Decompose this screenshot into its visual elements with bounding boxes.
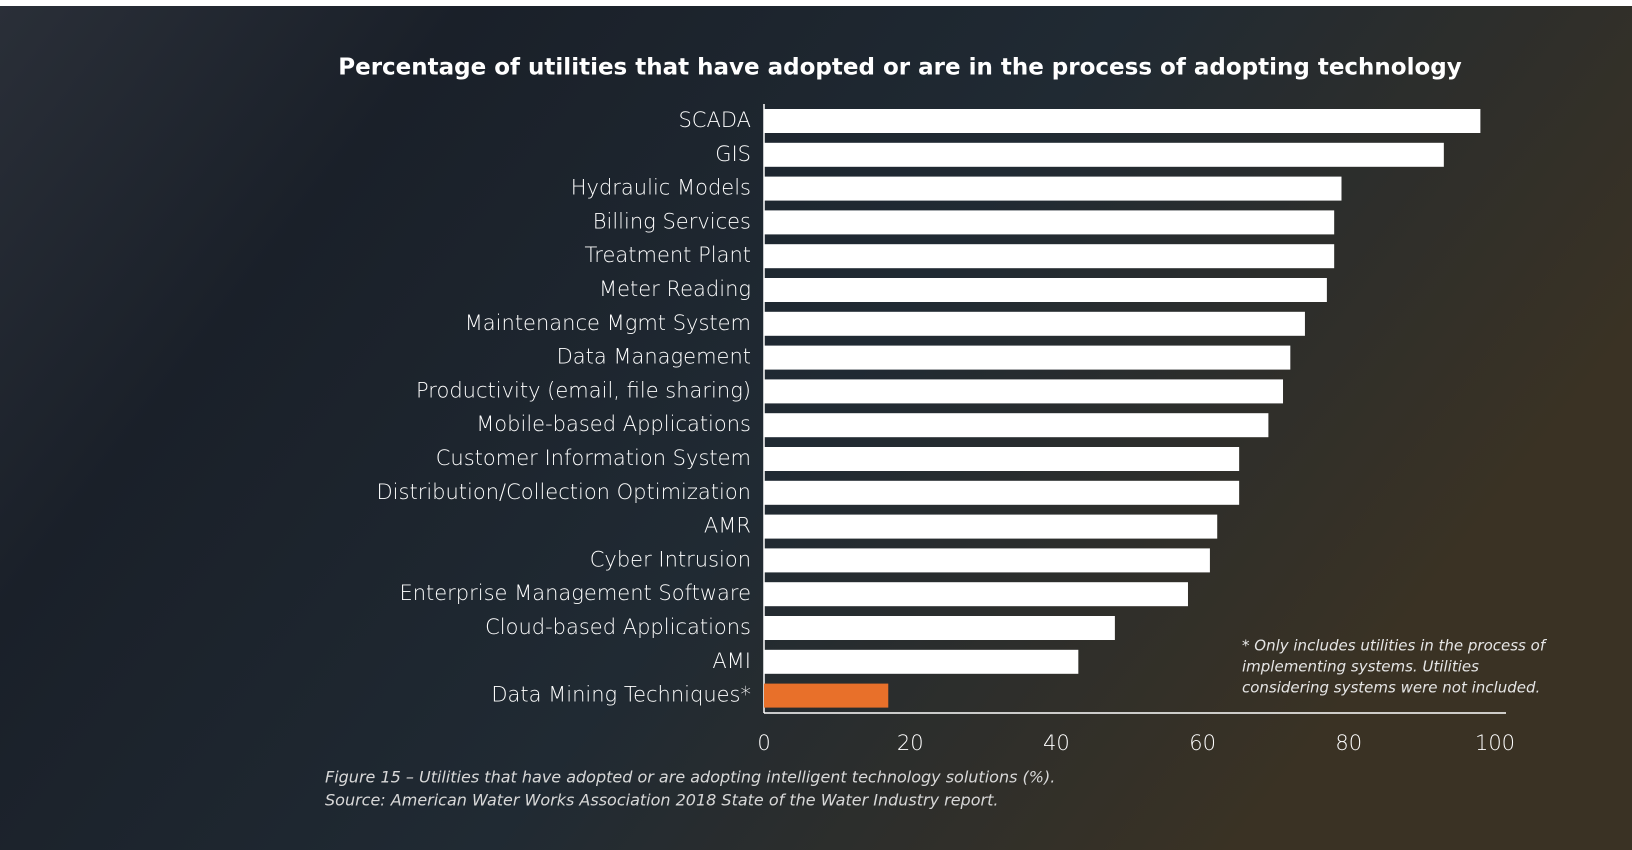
footnote: * Only includes utilities in the process… [1242,637,1548,655]
y-tick-label: Treatment Plant [585,243,751,267]
y-tick-label: Enterprise Management Software [399,581,751,605]
x-tick-label: 40 [1043,731,1070,755]
y-tick-label: Data Management [557,345,751,369]
bar [764,413,1269,438]
bar [764,514,1218,539]
bar [764,447,1240,471]
y-tick-label: AMR [704,514,751,538]
bar [764,649,1079,674]
footnote: considering systems were not included. [1242,679,1540,697]
y-tick-label: Mobile-based Applications [476,412,751,436]
chart-title: Percentage of utilities that have adopte… [338,55,1462,81]
bar [764,480,1240,505]
bar [764,311,1305,336]
x-tick-label: 60 [1189,731,1216,755]
bar [764,616,1115,640]
x-tick-label: 100 [1475,731,1515,755]
top-border [0,0,1632,6]
y-tick-label: Distribution/Collection Optimization [377,480,751,504]
x-tick-label: 20 [897,731,924,755]
bar [764,109,1481,133]
y-tick-label: Cyber Intrusion [590,547,751,571]
bar [764,345,1291,370]
bar [764,683,889,708]
x-tick-label: 0 [757,731,770,755]
bar [764,548,1210,573]
bar [764,379,1284,404]
y-tick-label: Productivity (email, file sharing) [416,378,751,402]
x-tick-label: 80 [1335,731,1362,755]
footnote: implementing systems. Utilities [1242,658,1479,676]
y-tick-label: Billing Services [593,209,751,233]
y-tick-label: Customer Information System [436,446,751,470]
y-tick-label: Maintenance Mgmt System [465,311,751,335]
y-tick-label: AMI [712,649,751,673]
caption: Source: American Water Works Association… [325,791,998,810]
y-tick-label: SCADA [678,108,751,132]
bar [764,142,1444,167]
caption: Figure 15 – Utilities that have adopted … [325,768,1055,787]
y-tick-label: Data Mining Techniques* [491,683,751,707]
bar [764,210,1335,235]
bar [764,582,1188,607]
y-tick-label: Hydraulic Models [571,176,751,200]
bar [764,278,1327,302]
bar [764,244,1335,269]
bar [764,176,1342,201]
y-tick-label: Cloud-based Applications [485,615,751,639]
y-tick-label: Meter Reading [599,277,751,301]
y-tick-label: GIS [715,142,751,166]
